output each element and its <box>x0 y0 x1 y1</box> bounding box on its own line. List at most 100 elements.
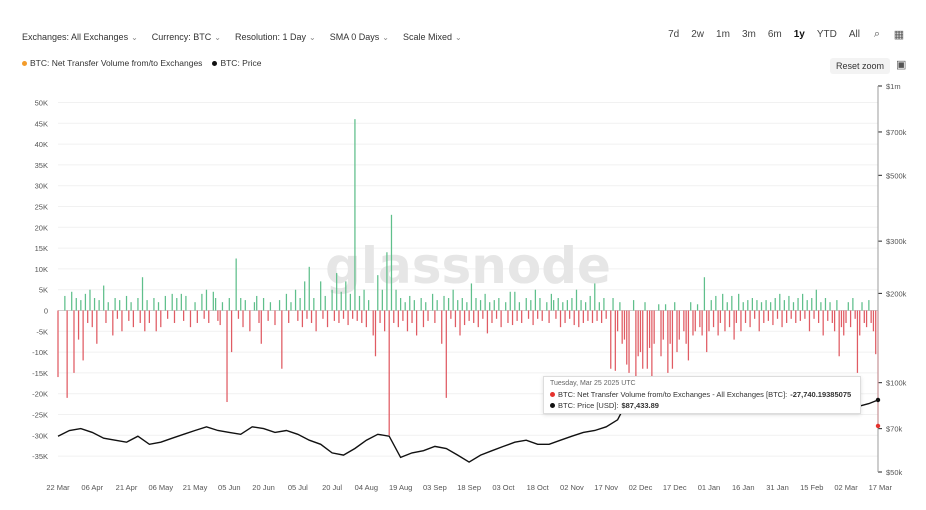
range-button-6m[interactable]: 6m <box>767 28 782 40</box>
volume-bar <box>505 302 507 311</box>
range-button-7d[interactable]: 7d <box>668 28 680 40</box>
y-left-tick-label: 40K <box>35 140 48 149</box>
volume-bar <box>728 310 731 328</box>
volume-bar <box>870 310 872 323</box>
tooltip-row-price: BTC: Price [USD]: $87,433.89 <box>550 400 854 411</box>
volume-bar <box>692 310 694 336</box>
volume-bar <box>105 310 107 323</box>
volume-bar <box>64 295 66 311</box>
volume-bar <box>738 293 740 311</box>
volume-bar <box>57 310 59 378</box>
tooltip-dot-volume <box>550 392 555 397</box>
volume-bar <box>189 310 192 328</box>
volume-bar <box>610 310 612 369</box>
scale-dropdown[interactable]: Scale Mixed ⌄ <box>403 32 462 42</box>
volume-bar <box>310 310 313 323</box>
volume-bar <box>356 310 358 321</box>
y-right-tick-label: $700k <box>886 128 907 137</box>
volume-bar <box>397 310 399 328</box>
volume-bar <box>228 298 230 311</box>
y-left-tick-label: 45K <box>35 119 48 128</box>
exchanges-dropdown[interactable]: Exchanges: All Exchanges ⌄ <box>22 32 138 42</box>
camera-icon[interactable]: ▣ <box>896 59 907 71</box>
currency-dropdown[interactable]: Currency: BTC ⌄ <box>152 32 221 42</box>
x-tick-label: 02 Nov <box>560 483 584 492</box>
volume-bar <box>674 302 676 311</box>
volume-bar <box>139 310 141 323</box>
volume-bar <box>658 304 660 311</box>
range-button-2w[interactable]: 2w <box>691 28 705 40</box>
volume-bar <box>201 293 203 311</box>
y-left-tick-label: -35K <box>32 452 48 461</box>
legend-item-volume[interactable]: BTC: Net Transfer Volume from/to Exchang… <box>22 58 202 68</box>
range-button-1m[interactable]: 1m <box>716 28 730 40</box>
y-right-tick-label: $200k <box>886 289 907 298</box>
volume-bar <box>320 281 322 311</box>
volume-bar <box>559 310 562 328</box>
x-tick-label: 17 Dec <box>663 483 687 492</box>
range-button-3m[interactable]: 3m <box>741 28 756 40</box>
volume-bar <box>484 293 486 311</box>
volume-bar <box>114 298 116 311</box>
volume-bar <box>756 300 758 311</box>
x-tick-label: 21 May <box>183 483 208 492</box>
legend-item-price[interactable]: BTC: Price <box>212 58 262 68</box>
volume-bar <box>390 214 393 311</box>
volume-bar <box>591 310 594 323</box>
volume-bar <box>112 310 114 336</box>
volume-bar <box>66 310 68 398</box>
volume-bar <box>774 298 776 311</box>
tooltip-date: Tuesday, Mar 25 2025 UTC <box>550 380 636 387</box>
volume-bar <box>160 310 162 328</box>
resolution-dropdown-label: Resolution: 1 Day <box>235 32 307 42</box>
range-button-1y[interactable]: 1y <box>793 28 805 40</box>
volume-bar <box>77 310 80 340</box>
volume-bar <box>500 310 502 328</box>
y-left-tick-label: 30K <box>35 182 48 191</box>
volume-bar <box>381 289 383 311</box>
volume-bar <box>594 283 596 311</box>
volume-bar <box>452 289 454 311</box>
volume-bar <box>219 310 221 326</box>
zoom-select-icon[interactable]: ⌕ <box>873 27 881 40</box>
volume-bar <box>781 310 783 328</box>
sma-dropdown[interactable]: SMA 0 Days ⌄ <box>330 32 389 42</box>
volume-bar <box>735 310 738 323</box>
volume-bar <box>827 310 829 321</box>
x-tick-label: 20 Jul <box>322 483 342 492</box>
volume-bar <box>605 310 607 319</box>
y-right-tick-label: $100k <box>886 379 907 388</box>
volume-bar <box>603 298 605 311</box>
calendar-icon[interactable]: ▦ <box>893 28 905 41</box>
volume-bar <box>694 310 696 332</box>
volume-bar <box>427 310 429 321</box>
volume-bar <box>445 310 447 398</box>
reset-zoom-button[interactable]: Reset zoom <box>830 58 891 74</box>
volume-bar <box>443 295 445 311</box>
volume-bar <box>847 302 849 311</box>
volume-bar <box>121 310 123 332</box>
volume-bar <box>125 295 128 311</box>
range-button-all[interactable]: All <box>848 28 860 40</box>
y-left-tick-label: 50K <box>35 99 48 108</box>
x-tick-label: 18 Sep <box>457 483 481 492</box>
volume-bar <box>450 310 452 319</box>
volume-bar <box>557 298 559 311</box>
volume-bar <box>833 310 836 332</box>
volume-bar <box>765 300 767 311</box>
resolution-dropdown[interactable]: Resolution: 1 Day ⌄ <box>235 32 316 42</box>
x-tick-label: 17 Mar <box>869 483 893 492</box>
volume-bar <box>822 310 824 336</box>
volume-bar <box>388 310 390 436</box>
range-button-ytd[interactable]: YTD <box>816 28 837 40</box>
volume-bar <box>824 298 827 311</box>
volume-bar <box>153 298 155 311</box>
volume-bar <box>562 302 564 311</box>
volume-bar <box>221 302 224 311</box>
volume-bar <box>699 310 701 328</box>
volume-bar <box>75 298 77 311</box>
tooltip-row-volume: BTC: Net Transfer Volume from/to Exchang… <box>550 389 854 400</box>
volume-bar <box>409 295 411 311</box>
y-left-tick-label: 0 <box>44 307 48 316</box>
